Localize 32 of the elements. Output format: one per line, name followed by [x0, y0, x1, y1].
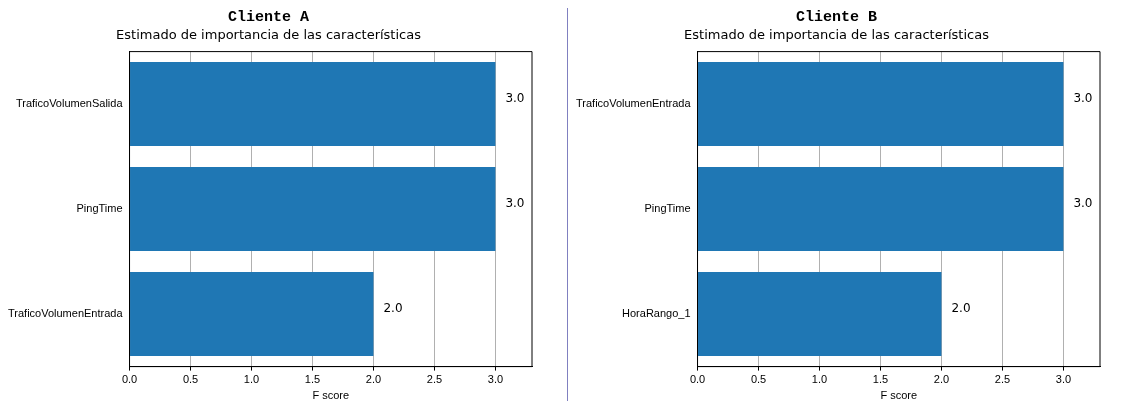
x-tick-label: 2.5: [426, 373, 443, 386]
data-label: 3.0: [1073, 91, 1093, 106]
x-tick-label: 2.5: [994, 373, 1011, 386]
chart-subtitle: Estimado de importancia de las características: [116, 27, 422, 43]
x-tick-label: 3.0: [487, 373, 504, 386]
chart-title: Cliente B: [795, 8, 878, 26]
y-tick-label: PingTime: [644, 202, 691, 215]
x-tick-label: 0.0: [689, 373, 706, 386]
x-tick-label: 2.0: [933, 373, 950, 386]
data-label: 2.0: [951, 301, 971, 316]
y-tick-label: TraficoVolumenEntrada: [576, 97, 692, 110]
data-label: 3.0: [505, 91, 525, 106]
x-tick-label: 0.0: [121, 373, 138, 386]
x-tick-label: 1.5: [304, 373, 321, 386]
y-tick-label: PingTime: [76, 202, 123, 215]
x-tick-label: 1.0: [811, 373, 828, 386]
x-tick-label: 0.5: [182, 373, 199, 386]
x-axis-title: F score: [312, 389, 350, 402]
y-tick-label: HoraRango_1: [622, 307, 691, 320]
y-tick-label: TraficoVolumenEntrada: [8, 307, 124, 320]
x-tick-label: 0.5: [750, 373, 767, 386]
chart-subtitle: Estimado de importancia de las características: [684, 27, 990, 43]
x-axis-title: F score: [880, 389, 918, 402]
data-label: 3.0: [505, 196, 525, 211]
x-tick-label: 3.0: [1055, 373, 1072, 386]
x-tick-label: 1.0: [243, 373, 260, 386]
x-tick-label: 2.0: [365, 373, 382, 386]
y-tick-label: TraficoVolumenSalida: [15, 97, 124, 110]
data-label: 3.0: [1073, 196, 1093, 211]
chart-title: Cliente A: [227, 8, 310, 26]
data-label: 2.0: [383, 301, 403, 316]
x-tick-label: 1.5: [872, 373, 889, 386]
